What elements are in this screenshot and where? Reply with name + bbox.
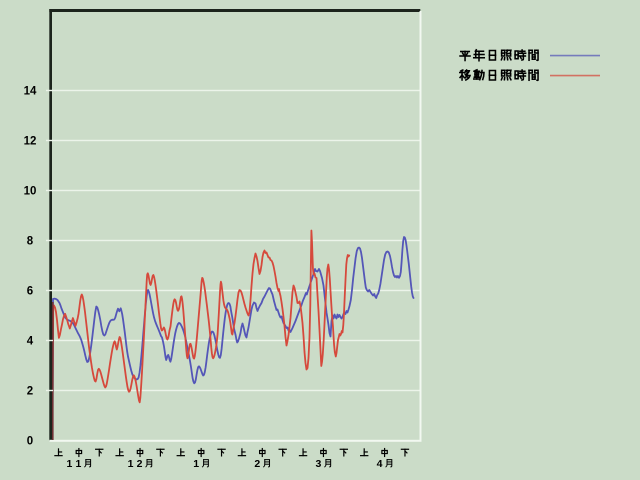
svg-text:14: 14 — [24, 86, 37, 98]
svg-text:1: 1 — [128, 458, 134, 470]
svg-text:4: 4 — [27, 336, 34, 348]
svg-text:8: 8 — [27, 236, 34, 248]
svg-text:12: 12 — [24, 136, 37, 148]
svg-text:2: 2 — [254, 458, 260, 470]
svg-text:2: 2 — [27, 386, 33, 398]
svg-text:10: 10 — [24, 186, 37, 198]
svg-text:6: 6 — [27, 286, 33, 298]
svg-text:1: 1 — [66, 458, 72, 470]
svg-text:1: 1 — [193, 458, 199, 470]
svg-text:3: 3 — [315, 458, 321, 470]
svg-text:2: 2 — [137, 458, 143, 470]
svg-text:0: 0 — [27, 436, 33, 448]
svg-text:4: 4 — [377, 458, 383, 470]
svg-text:1: 1 — [75, 458, 81, 470]
